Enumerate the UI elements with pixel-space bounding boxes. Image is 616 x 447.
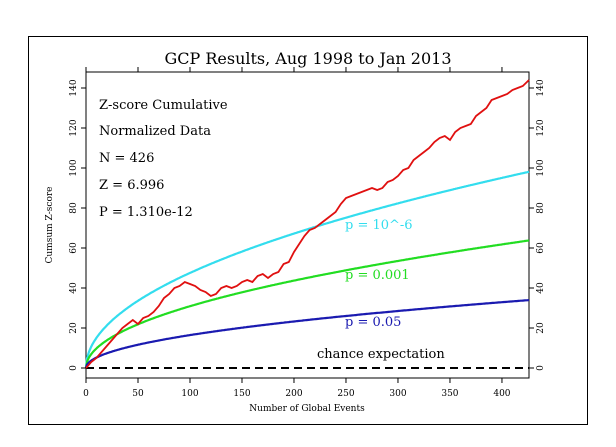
stats-line-z: Z = 6.996: [99, 178, 164, 193]
curves-group: [84, 79, 530, 369]
annotation-p6: p = 10^-6: [345, 218, 413, 233]
y-tick-label-right: 100: [536, 159, 546, 176]
annotation-p001: p = 0.001: [345, 268, 410, 283]
stats-line-normalized: Normalized Data: [99, 124, 211, 139]
stats-line-title: Z-score Cumulative: [99, 98, 228, 113]
y-tick-label-right: 40: [536, 282, 546, 294]
plot-area: [85, 71, 530, 379]
stats-line-n: N = 426: [99, 151, 154, 166]
x-tick-label: 50: [132, 389, 144, 399]
y-tick-label-right: 120: [536, 119, 546, 136]
y-tick-label-right: 60: [536, 242, 546, 254]
x-tick-label: 0: [83, 389, 89, 399]
y-tick-label: 20: [69, 322, 79, 334]
y-tick-label: 120: [69, 119, 79, 136]
cumulative-zscore-line: [85, 79, 530, 369]
x-tick-label: 200: [285, 389, 302, 399]
stats-block: Z-score Cumulative Normalized Data N = 4…: [99, 98, 228, 220]
x-tick-label: 400: [493, 389, 510, 399]
y-tick-label-right: 140: [536, 79, 546, 96]
y-tick-label: 40: [69, 282, 79, 294]
y-tick-label: 60: [69, 242, 79, 254]
y-tick-label: 80: [69, 202, 79, 214]
chart-title: GCP Results, Aug 1998 to Jan 2013: [164, 49, 451, 68]
annotation-chance: chance expectation: [317, 347, 445, 362]
y-tick-label-right: 0: [536, 365, 546, 371]
y-tick-label-right: 20: [536, 322, 546, 334]
y-axis-label: Cumsum Z-score: [45, 186, 55, 263]
x-tick-label: 150: [233, 389, 250, 399]
stats-line-p: P = 1.310e-12: [99, 205, 193, 220]
x-tick-label: 250: [337, 389, 354, 399]
x-axis-ticks: 0 50 100 150 200 250 300 350 400: [83, 67, 511, 399]
curve-p-005: [84, 299, 530, 369]
x-tick-label: 300: [389, 389, 406, 399]
curve-p-1e-6: [84, 170, 530, 369]
y-tick-label-right: 80: [536, 202, 546, 214]
y-axis-ticks: 0 0 20 20 40 40 60 60 80 80 100 100 120 120 140 140: [69, 79, 546, 371]
curve-p-0001: [84, 239, 530, 369]
y-tick-label: 0: [69, 365, 79, 371]
x-axis-label: Number of Global Events: [249, 404, 365, 414]
annotation-p05: p = 0.05: [345, 315, 401, 330]
y-tick-label: 100: [69, 159, 79, 176]
y-tick-label: 140: [69, 79, 79, 96]
x-tick-label: 350: [441, 389, 458, 399]
x-tick-label: 100: [181, 389, 198, 399]
